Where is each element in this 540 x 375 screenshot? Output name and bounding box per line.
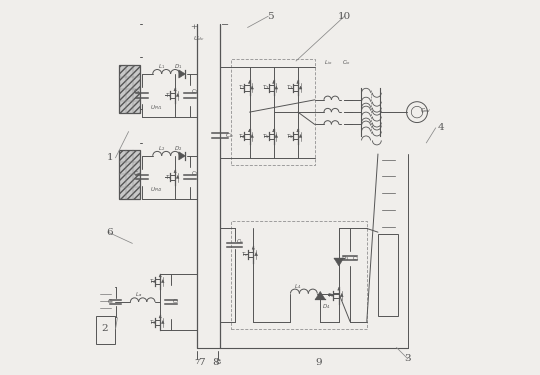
- Polygon shape: [340, 293, 343, 297]
- Text: $C_2$: $C_2$: [172, 297, 180, 306]
- Text: $L_2$: $L_2$: [158, 144, 166, 153]
- Text: $C_a$: $C_a$: [133, 87, 141, 96]
- Text: $C_a$: $C_a$: [133, 169, 141, 178]
- Polygon shape: [275, 135, 278, 137]
- Polygon shape: [299, 86, 302, 89]
- Text: 7: 7: [195, 358, 200, 366]
- Text: $U_{dc}$: $U_{dc}$: [193, 34, 205, 43]
- Text: 4: 4: [438, 123, 444, 132]
- Text: 2: 2: [101, 324, 107, 333]
- Polygon shape: [179, 152, 185, 160]
- Polygon shape: [177, 93, 179, 96]
- Text: $T_6$: $T_6$: [286, 132, 293, 141]
- Text: $D_2$: $D_2$: [173, 144, 182, 153]
- Polygon shape: [251, 135, 253, 137]
- Text: $C_1$: $C_1$: [352, 254, 360, 262]
- Text: $C_1$: $C_1$: [191, 87, 199, 96]
- Text: $T_1$: $T_1$: [238, 84, 245, 92]
- Text: $U_{PV2}$: $U_{PV2}$: [150, 185, 163, 194]
- Text: $C_b$: $C_b$: [225, 131, 233, 140]
- Text: $L_1$: $L_1$: [158, 62, 166, 71]
- Text: $T_e$: $T_e$: [241, 250, 249, 259]
- Text: $L_4$: $L_4$: [294, 282, 301, 291]
- Polygon shape: [161, 321, 164, 324]
- Text: $C_c$: $C_c$: [107, 297, 115, 306]
- Text: $C_{io}$: $C_{io}$: [342, 58, 350, 67]
- Text: $T_4$: $T_4$: [238, 132, 245, 141]
- Text: 5: 5: [267, 12, 273, 21]
- Text: $D_1$: $D_1$: [173, 62, 182, 71]
- Text: $G_{rid}$: $G_{rid}$: [420, 106, 431, 115]
- Text: 1: 1: [106, 153, 113, 162]
- Text: $C_2$: $C_2$: [191, 169, 199, 178]
- Text: $L_a$: $L_a$: [136, 290, 143, 299]
- Text: $T_2$: $T_2$: [262, 84, 269, 92]
- Text: 9: 9: [315, 358, 322, 367]
- Polygon shape: [255, 252, 258, 256]
- Text: $T_4$: $T_4$: [149, 277, 157, 286]
- Polygon shape: [177, 176, 179, 178]
- Bar: [96, 316, 115, 344]
- Polygon shape: [315, 291, 325, 299]
- Polygon shape: [161, 280, 164, 283]
- Text: $L_{io}$: $L_{io}$: [323, 58, 332, 67]
- Text: 8: 8: [215, 358, 220, 366]
- Text: $T_s$: $T_s$: [165, 91, 172, 100]
- Text: $T_3$: $T_3$: [286, 84, 293, 92]
- Text: $T_s$: $T_s$: [327, 291, 334, 300]
- Text: 10: 10: [338, 12, 351, 21]
- Text: +: +: [190, 24, 197, 32]
- Text: $T_s$: $T_s$: [165, 173, 172, 182]
- Text: 3: 3: [404, 354, 411, 363]
- Bar: [119, 150, 140, 199]
- Text: $C_b$: $C_b$: [236, 237, 244, 246]
- Polygon shape: [275, 86, 278, 89]
- Text: 6: 6: [106, 228, 113, 237]
- Text: $U_{PV1}$: $U_{PV1}$: [150, 103, 163, 112]
- Text: $T_5$: $T_5$: [262, 132, 269, 141]
- Bar: [231, 59, 315, 165]
- Bar: [231, 221, 367, 329]
- Text: $D_4$: $D_4$: [322, 302, 330, 311]
- Polygon shape: [299, 135, 302, 137]
- Text: $T_3$: $T_3$: [149, 318, 157, 327]
- Text: −: −: [221, 21, 229, 30]
- Polygon shape: [334, 258, 343, 266]
- Bar: [119, 64, 140, 113]
- Text: $D_3$: $D_3$: [341, 254, 350, 262]
- Bar: [378, 234, 399, 316]
- Polygon shape: [179, 70, 185, 78]
- Text: 7: 7: [198, 358, 205, 367]
- Text: 8: 8: [213, 358, 219, 367]
- Polygon shape: [251, 86, 253, 89]
